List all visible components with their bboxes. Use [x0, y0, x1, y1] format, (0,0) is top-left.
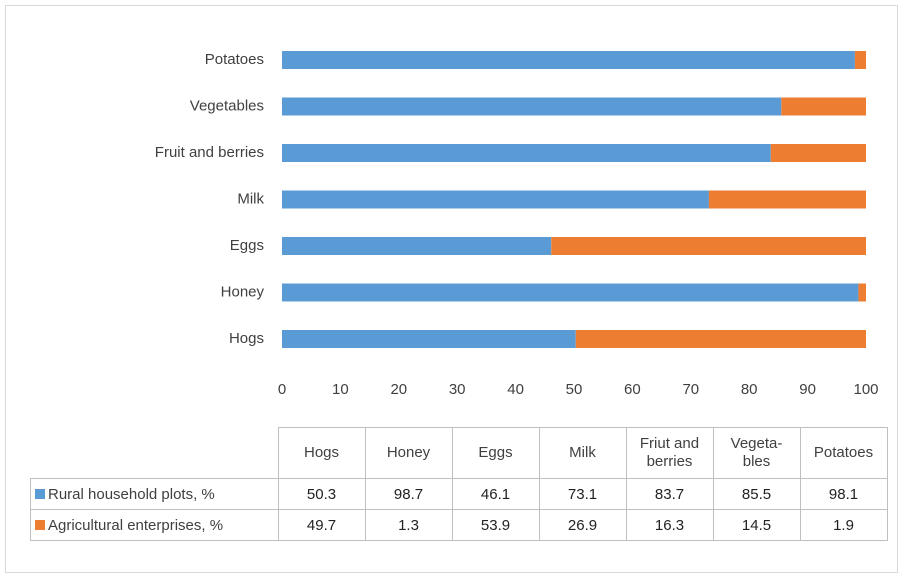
legend-label: Agricultural enterprises, %	[48, 516, 224, 534]
table-value: 1.3	[364, 509, 453, 541]
bar-segment	[770, 144, 866, 162]
table-value: 16.3	[625, 509, 714, 541]
column-header: Potatoes	[799, 427, 888, 479]
table-row: Rural household plots, % 50.3 98.7 46.1 73.1…	[30, 478, 888, 510]
x-tick-label: 80	[741, 381, 758, 398]
bar-segment	[282, 330, 576, 348]
column-header: Honey	[364, 427, 453, 479]
y-tick-label: Honey	[221, 283, 265, 300]
x-tick-label: 100	[853, 381, 878, 398]
legend-cell: Rural household plots, %	[30, 478, 279, 510]
table-value: 98.1	[799, 478, 888, 510]
x-tick-label: 50	[566, 381, 583, 398]
bar-segment	[708, 190, 866, 209]
blank-cell	[30, 427, 279, 479]
column-header: Eggs	[451, 427, 540, 479]
column-header: Vegeta-bles	[712, 427, 801, 479]
bar-segment	[854, 51, 866, 69]
legend-swatch	[35, 519, 45, 530]
data-table: Hogs Honey Eggs Milk Friut and berries Vegeta…	[30, 427, 888, 541]
bar-segment	[282, 97, 782, 116]
column-header: Milk	[538, 427, 627, 479]
x-tick-label: 40	[507, 381, 524, 398]
legend-label: Rural household plots, %	[48, 485, 215, 503]
table-value: 26.9	[538, 509, 627, 541]
legend-swatch	[35, 488, 45, 499]
column-header: Hogs	[277, 427, 366, 479]
y-tick-label: Potatoes	[205, 51, 264, 68]
x-tick-label: 10	[332, 381, 349, 398]
x-tick-label: 70	[682, 381, 699, 398]
y-tick-label: Eggs	[230, 237, 264, 254]
table-value: 1.9	[799, 509, 888, 541]
x-tick-label: 60	[624, 381, 641, 398]
y-tick-label: Fruit and berries	[155, 144, 264, 161]
bar-segment	[282, 190, 709, 209]
bar-segment	[551, 237, 866, 255]
table-header-row: Hogs Honey Eggs Milk Friut and berries Vegeta…	[30, 427, 888, 479]
table-value: 83.7	[625, 478, 714, 510]
y-tick-label: Vegetables	[190, 97, 264, 114]
table-value: 98.7	[364, 478, 453, 510]
x-tick-label: 20	[390, 381, 407, 398]
bar-segment	[282, 237, 552, 255]
bar-segment	[282, 51, 855, 69]
x-tick-label: 90	[799, 381, 816, 398]
bar-segment	[282, 144, 771, 162]
y-tick-label: Milk	[237, 190, 264, 207]
table-value: 85.5	[712, 478, 801, 510]
bar-segment	[858, 283, 866, 302]
table-value: 49.7	[277, 509, 366, 541]
bar-segment	[282, 283, 859, 302]
x-tick-label: 0	[278, 381, 286, 398]
table-value: 50.3	[277, 478, 366, 510]
table-value: 46.1	[451, 478, 540, 510]
bar-segment	[781, 97, 866, 116]
table-value: 14.5	[712, 509, 801, 541]
table-row: Agricultural enterprises, % 49.7 1.3 53.9 26…	[30, 509, 888, 541]
x-tick-label: 30	[449, 381, 466, 398]
legend-cell: Agricultural enterprises, %	[30, 509, 279, 541]
y-tick-label: Hogs	[229, 330, 264, 347]
column-header: Friut and berries	[625, 427, 714, 479]
chart-border	[5, 5, 898, 573]
bar-segment	[575, 330, 866, 348]
table-value: 73.1	[538, 478, 627, 510]
table-value: 53.9	[451, 509, 540, 541]
